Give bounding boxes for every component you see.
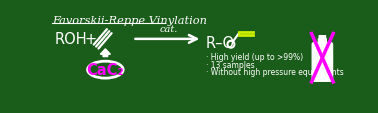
Text: ROH: ROH <box>55 32 88 47</box>
FancyBboxPatch shape <box>311 43 333 82</box>
FancyBboxPatch shape <box>318 39 327 46</box>
Text: Favorskii-Reppe Vinylation: Favorskii-Reppe Vinylation <box>52 16 207 26</box>
Text: · 13 samples: · 13 samples <box>206 60 255 69</box>
Text: · High yield (up to >99%): · High yield (up to >99%) <box>206 52 303 61</box>
Text: +: + <box>84 32 96 47</box>
Text: · Without high pressure equipments: · Without high pressure equipments <box>206 68 344 77</box>
Text: CaC₂: CaC₂ <box>87 63 124 78</box>
Text: cat.: cat. <box>160 25 178 33</box>
FancyBboxPatch shape <box>319 36 326 41</box>
Text: R–O: R–O <box>206 36 235 51</box>
FancyArrow shape <box>100 49 110 57</box>
